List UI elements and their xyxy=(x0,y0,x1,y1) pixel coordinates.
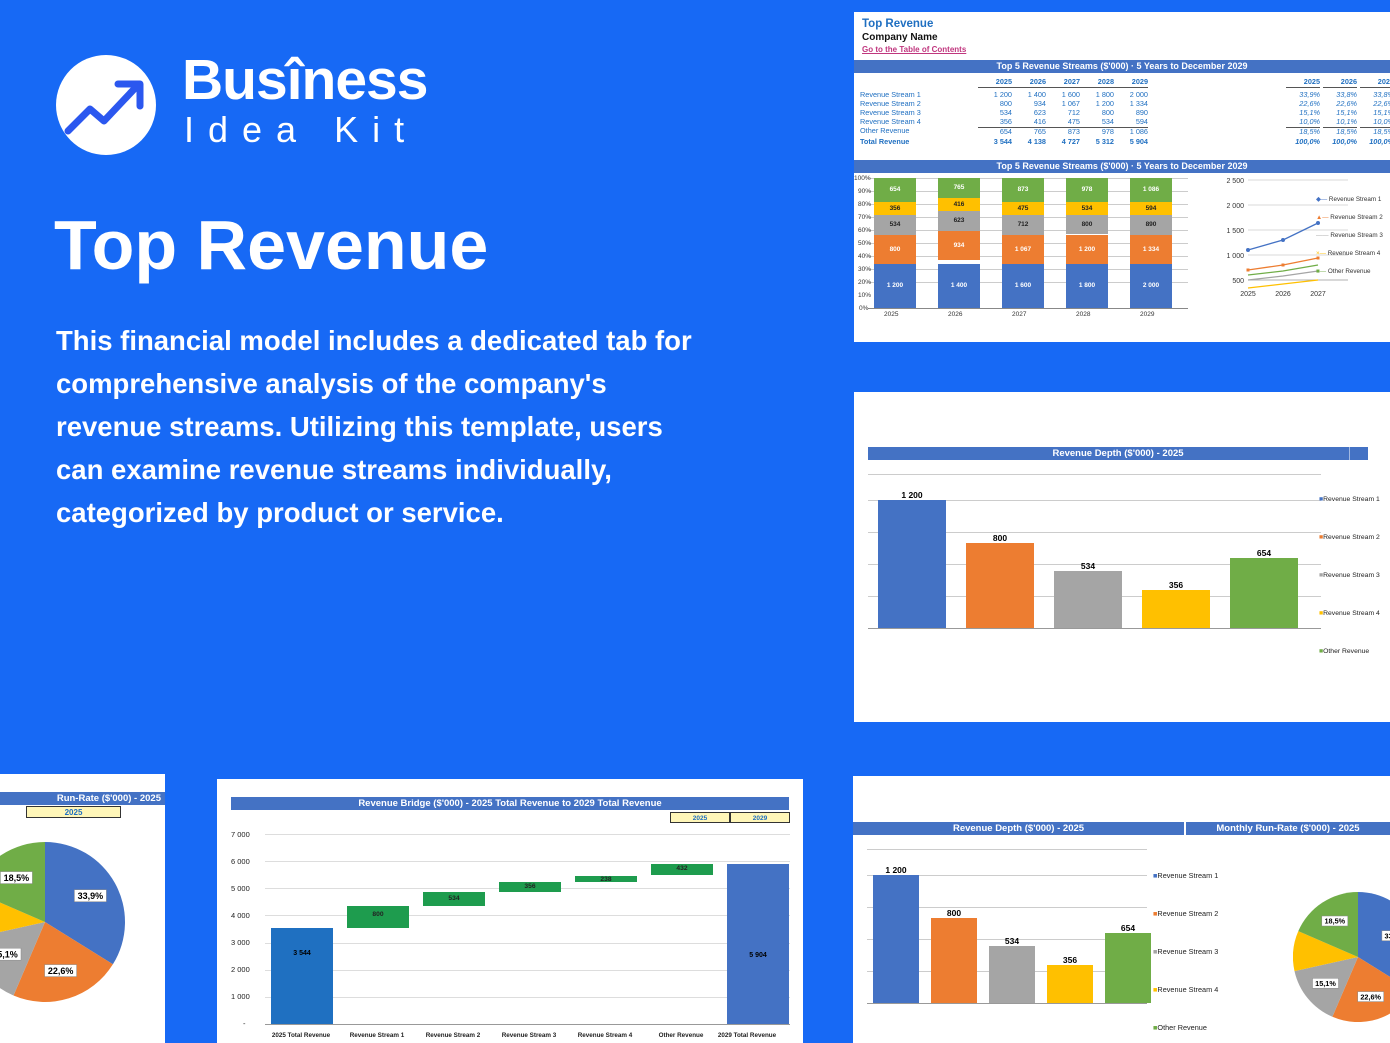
svg-text:2025: 2025 xyxy=(1240,291,1256,298)
svg-text:22,6%: 22,6% xyxy=(1360,992,1381,1001)
svg-text:33,9%: 33,9% xyxy=(1385,931,1390,940)
svg-text:22,6%: 22,6% xyxy=(48,966,74,976)
svg-text:15,1%: 15,1% xyxy=(0,950,18,960)
svg-text:2026: 2026 xyxy=(1275,291,1291,298)
svg-text:1 000: 1 000 xyxy=(1226,253,1244,260)
svg-text:18,5%: 18,5% xyxy=(4,873,30,883)
svg-text:1 500: 1 500 xyxy=(1226,228,1244,235)
svg-text:500: 500 xyxy=(1232,278,1244,285)
svg-text:2027: 2027 xyxy=(1310,291,1326,298)
svg-text:33,9%: 33,9% xyxy=(78,891,104,901)
svg-text:18,5%: 18,5% xyxy=(1324,917,1345,926)
svg-text:2 500: 2 500 xyxy=(1226,178,1244,185)
svg-text:2 000: 2 000 xyxy=(1226,203,1244,210)
svg-text:15,1%: 15,1% xyxy=(1315,979,1336,988)
